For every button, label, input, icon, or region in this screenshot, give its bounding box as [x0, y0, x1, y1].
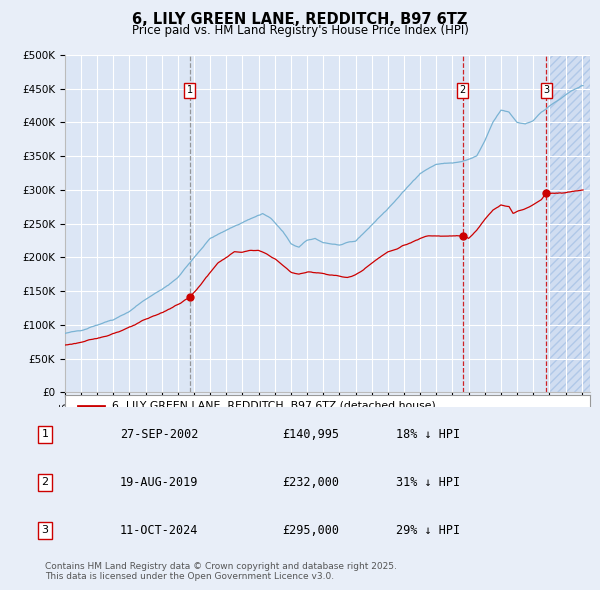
- Text: Contains HM Land Registry data © Crown copyright and database right 2025.
This d: Contains HM Land Registry data © Crown c…: [45, 562, 397, 581]
- Text: 18% ↓ HPI: 18% ↓ HPI: [396, 428, 460, 441]
- Text: 1: 1: [41, 429, 49, 439]
- Text: 3: 3: [543, 86, 549, 96]
- Text: 1: 1: [187, 86, 193, 96]
- Text: 6, LILY GREEN LANE, REDDITCH, B97 6TZ (detached house): 6, LILY GREEN LANE, REDDITCH, B97 6TZ (d…: [112, 401, 436, 411]
- Text: 11-OCT-2024: 11-OCT-2024: [120, 524, 199, 537]
- Text: 2: 2: [460, 86, 466, 96]
- Text: £232,000: £232,000: [282, 476, 339, 489]
- Text: £295,000: £295,000: [282, 524, 339, 537]
- Text: 3: 3: [41, 526, 49, 536]
- Text: 2: 2: [41, 477, 49, 487]
- Text: HPI: Average price, detached house, Redditch: HPI: Average price, detached house, Redd…: [112, 419, 362, 429]
- Text: Price paid vs. HM Land Registry's House Price Index (HPI): Price paid vs. HM Land Registry's House …: [131, 24, 469, 37]
- Text: 19-AUG-2019: 19-AUG-2019: [120, 476, 199, 489]
- Bar: [550, 55, 590, 392]
- Text: 29% ↓ HPI: 29% ↓ HPI: [396, 524, 460, 537]
- Text: 27-SEP-2002: 27-SEP-2002: [120, 428, 199, 441]
- Text: 31% ↓ HPI: 31% ↓ HPI: [396, 476, 460, 489]
- Bar: [550, 55, 590, 392]
- Text: £140,995: £140,995: [282, 428, 339, 441]
- Text: 6, LILY GREEN LANE, REDDITCH, B97 6TZ: 6, LILY GREEN LANE, REDDITCH, B97 6TZ: [133, 12, 467, 27]
